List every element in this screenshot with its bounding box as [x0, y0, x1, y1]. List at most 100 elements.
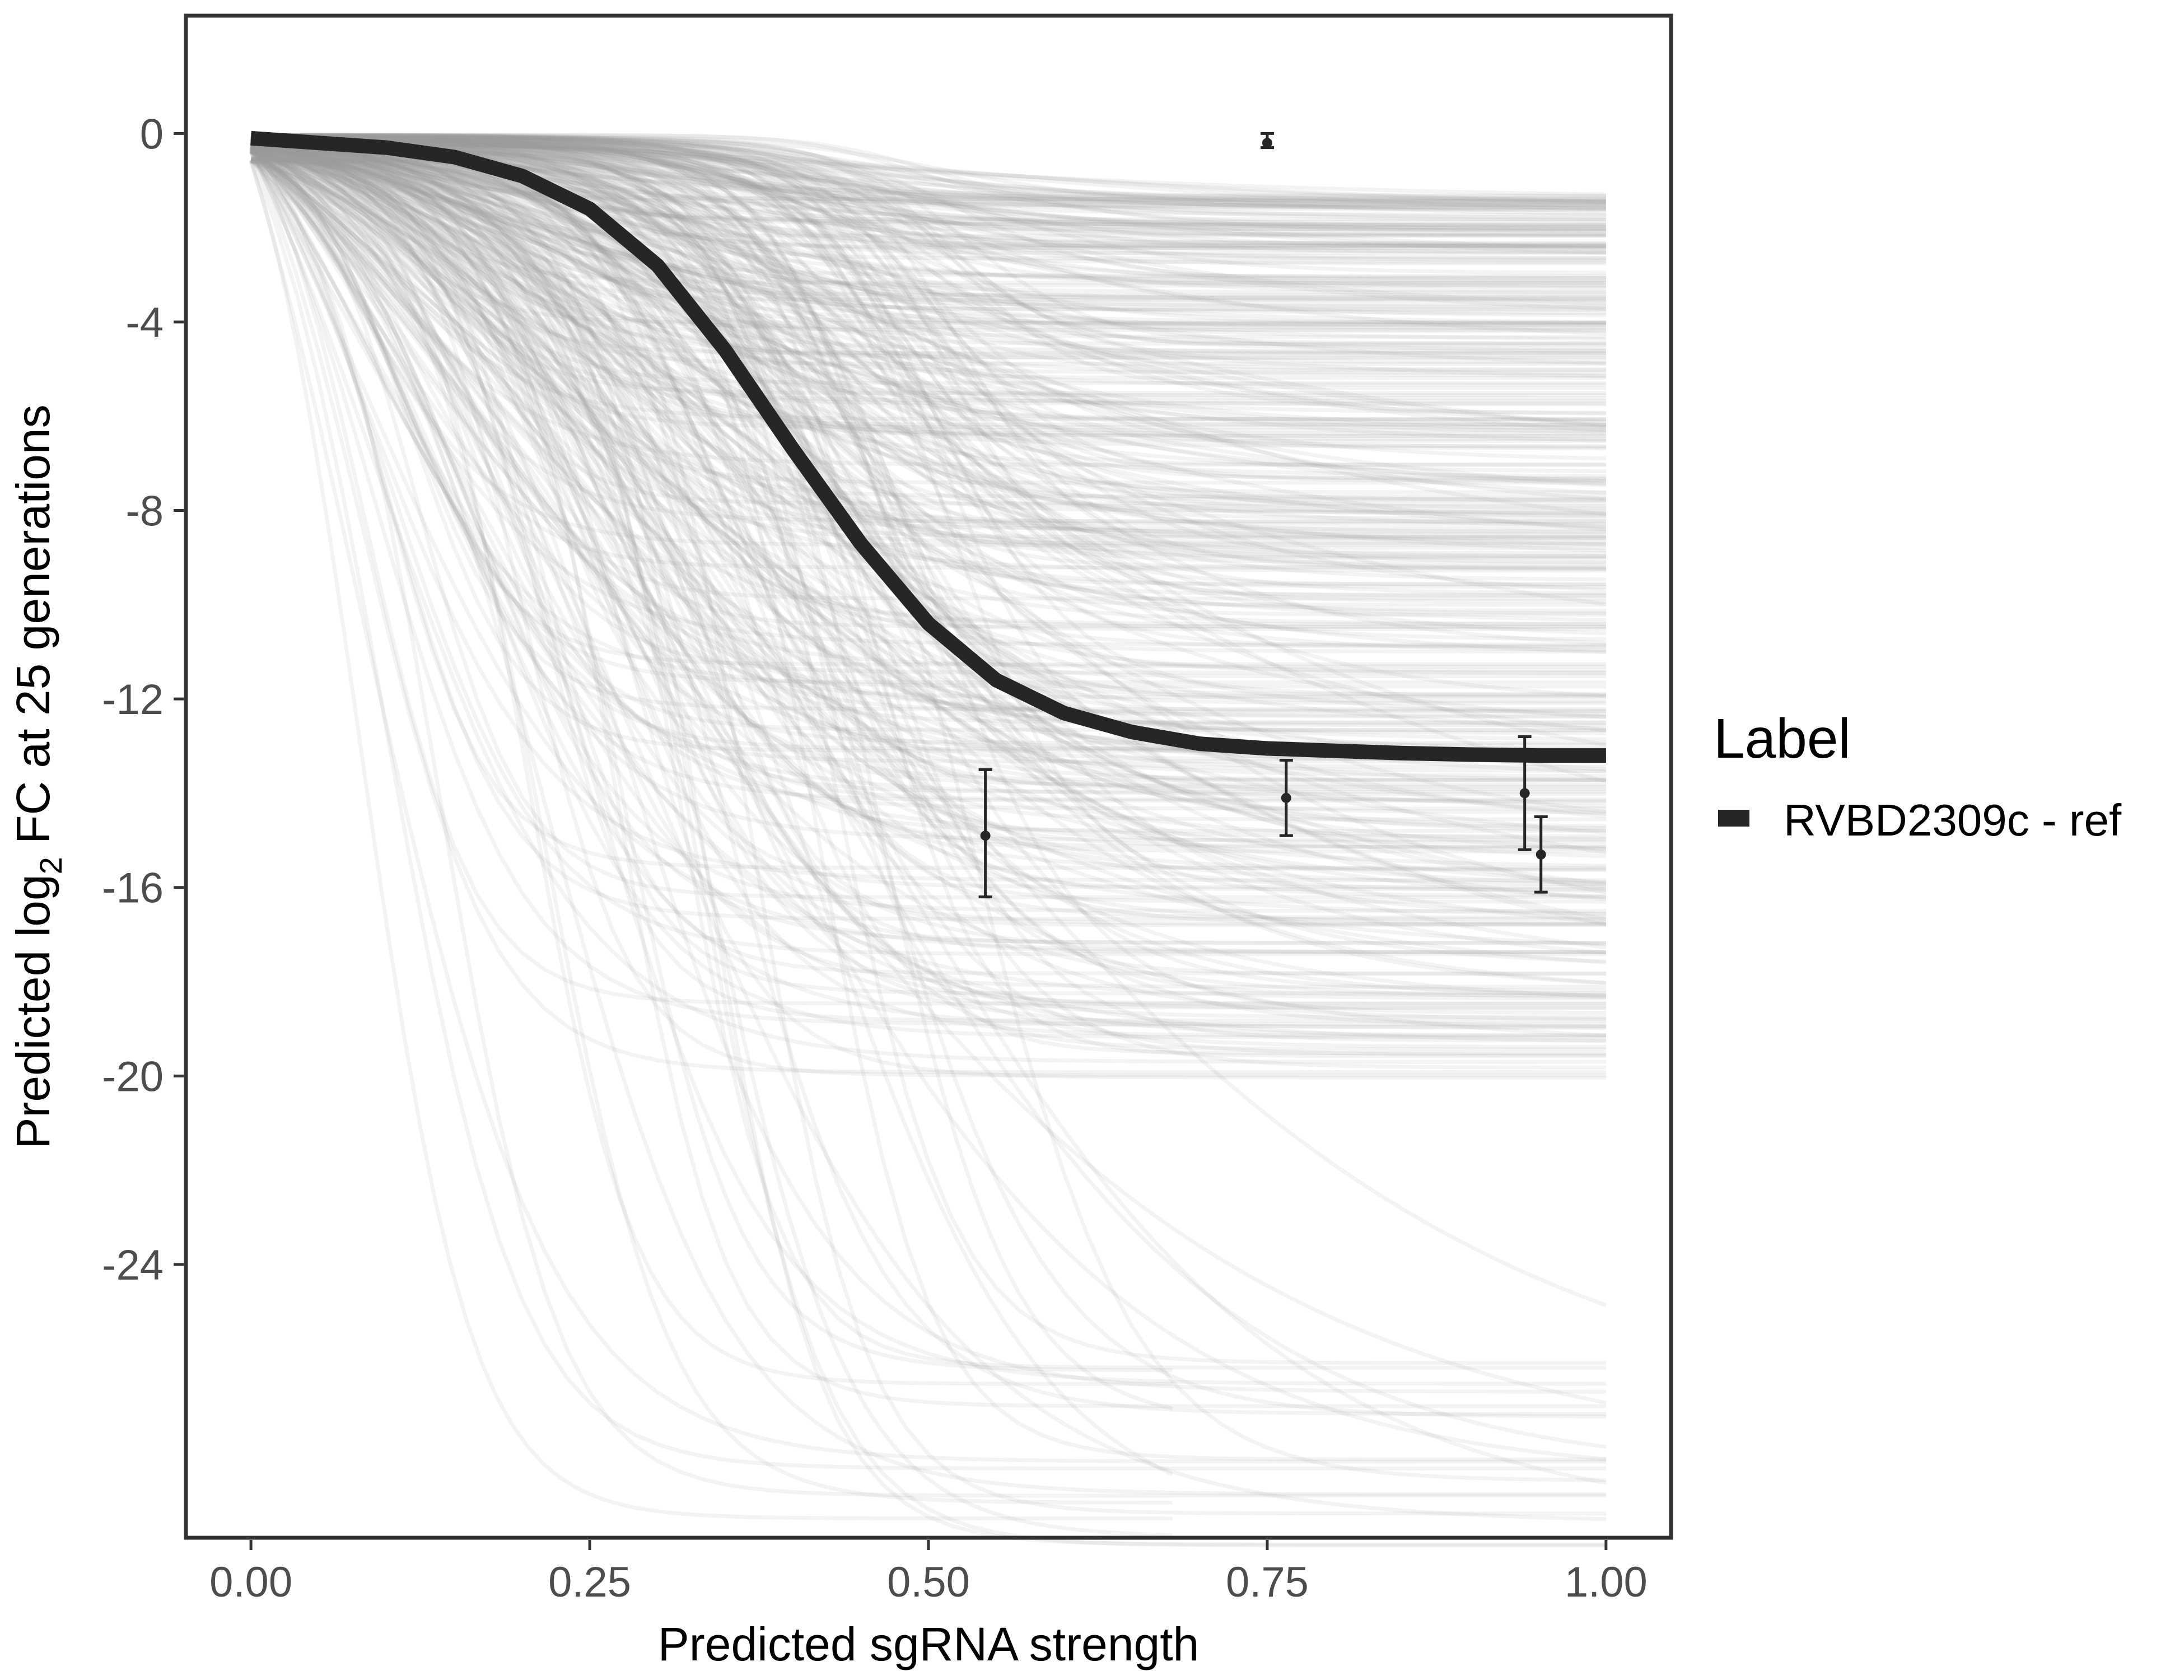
posterior-curve	[250, 133, 1606, 231]
posterior-curve	[250, 157, 1607, 1308]
posterior-curve	[251, 139, 1606, 534]
posterior-curve	[250, 140, 1606, 573]
posterior-curve	[251, 134, 1606, 262]
posterior-curve	[251, 141, 1606, 604]
posterior-curve	[250, 149, 1606, 1019]
posterior-curve	[251, 133, 1606, 209]
posterior-curve	[251, 137, 1606, 422]
posterior-curve	[250, 156, 1606, 1386]
posterior-curve	[250, 143, 1606, 735]
posterior-curve	[250, 134, 1606, 250]
posterior-curve	[251, 133, 1606, 231]
posterior-curve	[251, 147, 1606, 926]
posterior-curve	[251, 134, 1606, 293]
posterior-curve	[251, 135, 1606, 325]
posterior-curve	[251, 138, 1606, 483]
posterior-curve	[251, 144, 1606, 789]
posterior-curve	[250, 145, 1606, 833]
posterior-curve	[250, 148, 1607, 946]
posterior-curve	[250, 143, 1606, 711]
posterior-curve	[250, 147, 1606, 925]
posterior-curve	[250, 139, 1607, 501]
posterior-curve	[250, 159, 1607, 1485]
posterior-curve	[251, 156, 1606, 1370]
posterior-curve	[249, 148, 1606, 921]
posterior-curve	[251, 135, 1606, 333]
posterior-curve	[250, 146, 1606, 872]
posterior-curve	[251, 143, 1606, 698]
posterior-curve	[251, 157, 1606, 1418]
observed-point	[978, 768, 992, 899]
posterior-curve	[250, 146, 1607, 851]
posterior-curve	[250, 133, 1606, 238]
posterior-curve	[250, 158, 1607, 1461]
posterior-curve	[251, 134, 1606, 304]
posterior-curve	[250, 159, 1606, 1496]
posterior-curve	[251, 138, 1606, 451]
posterior-curve	[250, 148, 1606, 976]
posterior-curve	[250, 134, 1606, 290]
posterior-curve	[249, 149, 1606, 1001]
posterior-curve	[250, 139, 1607, 529]
posterior-curve	[250, 149, 1607, 998]
posterior-curve	[250, 136, 1607, 336]
posterior-curve	[250, 137, 1606, 434]
posterior-curve	[249, 150, 1607, 1038]
posterior-curve	[251, 133, 1606, 245]
posterior-curve	[251, 149, 1606, 1015]
posterior-curve	[251, 133, 1606, 208]
legend-title: Label	[1714, 707, 1851, 770]
posterior-curve	[250, 139, 1607, 487]
y-axis-title-main: Predicted log	[7, 874, 59, 1149]
posterior-curve	[251, 138, 1606, 480]
posterior-curve	[249, 151, 1606, 1043]
posterior-curve	[250, 135, 1606, 325]
posterior-curve	[251, 137, 1606, 441]
posterior-curve	[250, 143, 1606, 727]
posterior-curve	[250, 139, 1606, 526]
x-tick-label: 0.00	[209, 1558, 292, 1606]
posterior-curve	[251, 145, 1606, 822]
posterior-curve	[250, 134, 1607, 251]
posterior-curve	[250, 158, 1607, 1449]
posterior-curve	[250, 146, 1606, 841]
posterior-curve	[251, 139, 1606, 544]
posterior-curve	[251, 133, 1606, 247]
posterior-curve	[250, 156, 1606, 1394]
posterior-curve	[251, 133, 1606, 207]
posterior-curve	[250, 134, 1606, 254]
posterior-curve	[251, 140, 1606, 569]
y-tick-label: -16	[102, 865, 164, 912]
posterior-curve	[251, 134, 1606, 288]
posterior-curve	[251, 133, 1606, 203]
posterior-curve	[250, 145, 1606, 830]
posterior-curve	[251, 143, 1606, 725]
posterior-curve	[250, 143, 1606, 732]
posterior-curve	[250, 146, 1607, 814]
posterior-curve	[249, 150, 1606, 1006]
posterior-curve	[250, 148, 1607, 924]
posterior-curve	[250, 133, 1606, 232]
posterior-curve	[250, 140, 1607, 553]
posterior-curve	[250, 136, 1606, 378]
posterior-curve	[250, 136, 1606, 355]
posterior-curve	[251, 137, 1606, 398]
posterior-curve	[250, 136, 1606, 353]
legend: Label RVBD2309c - ref	[1714, 707, 2122, 845]
posterior-curve	[251, 160, 1606, 1548]
posterior-curve	[250, 156, 1173, 1386]
posterior-curve	[250, 133, 1606, 211]
y-axis-title-rest: FC at 25 generations	[7, 404, 59, 857]
posterior-curve	[250, 136, 1606, 353]
plot-panel-border	[184, 13, 1673, 1540]
posterior-curve	[251, 141, 1606, 587]
posterior-curve	[250, 137, 1606, 444]
posterior-curve	[249, 150, 1606, 1026]
posterior-curve	[250, 133, 1606, 204]
axes: 0.00 0.25 0.50 0.75 1.00 0 -4 -8 -12 -16 -20 -24	[102, 110, 1648, 1606]
posterior-curve	[250, 136, 1606, 341]
posterior-curve	[250, 133, 1606, 197]
posterior-curve	[250, 138, 1606, 449]
posterior-curve	[249, 146, 1606, 809]
y-tick-label: -24	[102, 1242, 164, 1289]
